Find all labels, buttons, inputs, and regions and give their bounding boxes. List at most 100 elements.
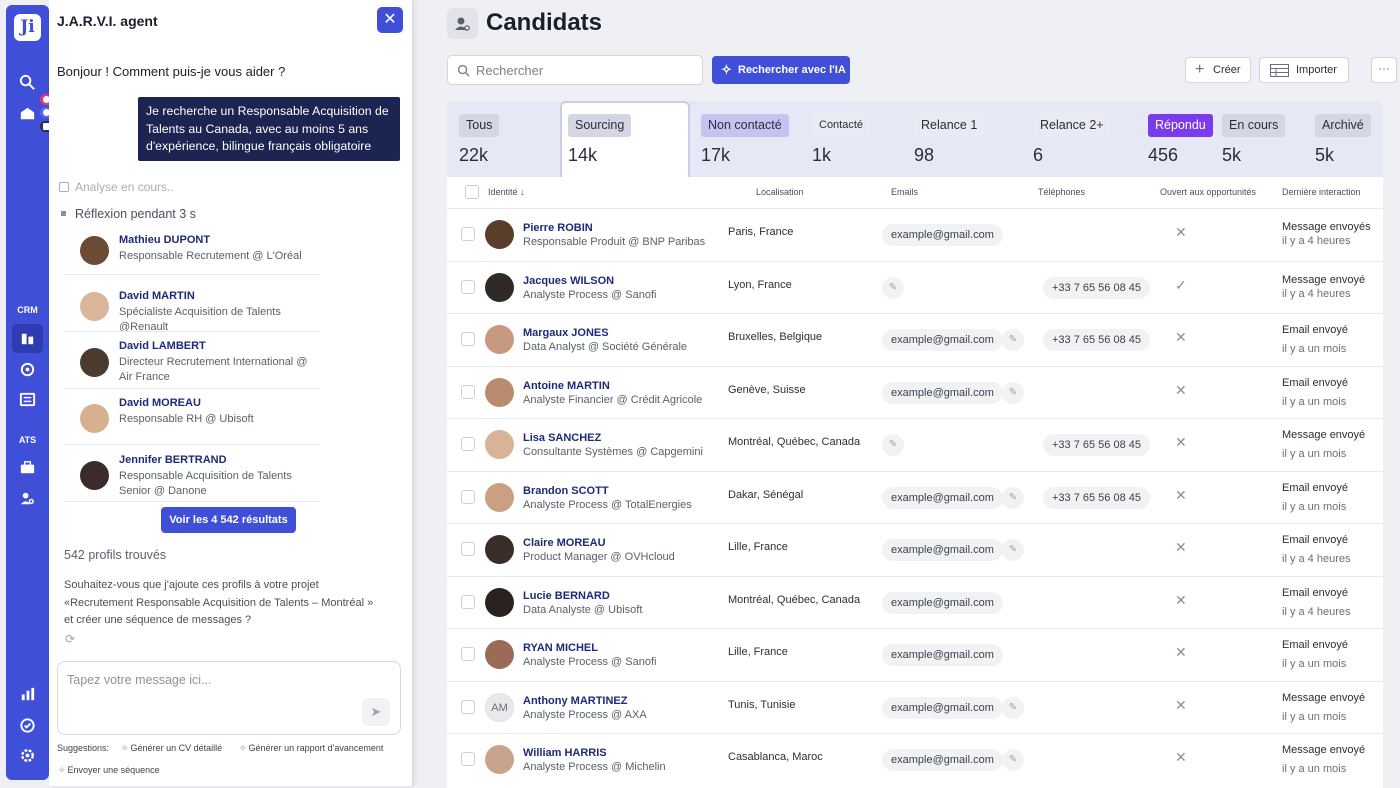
table-row[interactable]: Jacques WILSON Analyste Process @ Sanofi L… (447, 260, 1383, 313)
select-all-checkbox[interactable] (465, 185, 479, 199)
row-checkbox[interactable] (461, 699, 475, 714)
refresh-icon[interactable]: ⟳ (65, 632, 76, 646)
table-row[interactable]: Lucie BERNARD Data Analyste @ Ubisoft Mont… (447, 575, 1383, 628)
target-icon[interactable] (18, 360, 37, 379)
profile-name[interactable]: Mathieu DUPONT (119, 234, 211, 246)
email-chip[interactable]: example@gmail.com (882, 749, 1003, 771)
email-chip[interactable]: example@gmail.com (882, 329, 1003, 351)
phone-chip[interactable]: +33 7 65 56 08 45 (1043, 276, 1150, 299)
column-location[interactable]: Localisation (756, 187, 804, 197)
row-checkbox[interactable] (461, 279, 475, 294)
edit-icon[interactable]: ✎ (1002, 486, 1024, 509)
email-chip[interactable]: example@gmail.com (882, 644, 1003, 666)
import-button[interactable]: Importer (1259, 57, 1349, 83)
search-icon[interactable] (18, 73, 37, 92)
suggestion-chip[interactable]: ✧ Générer un CV détaillé (121, 743, 223, 753)
suggestion-chip[interactable]: ✧ Générer un rapport d'avancement (239, 743, 384, 753)
tab-relance-1[interactable]: Relance 1 98 (903, 101, 1021, 177)
phone-chip[interactable]: +33 7 65 56 08 45 (1043, 329, 1150, 351)
table-row[interactable]: RYAN MICHEL Analyste Process @ Sanofi Lill… (447, 628, 1383, 680)
column-phones[interactable]: Téléphones (1038, 187, 1086, 197)
profile-name[interactable]: David MOREAU (119, 397, 201, 409)
edit-icon[interactable]: ✎ (1002, 329, 1024, 351)
edit-icon[interactable]: ✎ (1002, 696, 1024, 719)
email-chip[interactable]: example@gmail.com (882, 591, 1003, 614)
tab-en-cours[interactable]: En cours 5k (1218, 101, 1311, 177)
candidate-name[interactable]: Pierre ROBIN (523, 222, 593, 234)
table-row[interactable]: Pierre ROBIN Responsable Produit @ BNP Pa… (447, 208, 1383, 260)
email-chip[interactable]: example@gmail.com (882, 486, 1003, 509)
table-row[interactable]: Brandon SCOTT Analyste Process @ TotalEne… (447, 470, 1383, 523)
row-checkbox[interactable] (461, 384, 475, 399)
row-checkbox[interactable] (461, 542, 475, 556)
table-row[interactable]: William HARRIS Analyste Process @ Micheli… (447, 733, 1383, 785)
profile-name[interactable]: David LAMBERT (119, 340, 206, 352)
table-row[interactable]: Margaux JONES Data Analyst @ Société Géné… (447, 313, 1383, 365)
sparkle-icon: ✧ (721, 62, 732, 77)
edit-icon[interactable]: ✎ (1002, 381, 1024, 404)
tab-repondu[interactable]: Répondu 456 (1136, 101, 1218, 177)
close-icon[interactable]: ✕ (377, 7, 403, 33)
email-chip[interactable]: example@gmail.com (882, 539, 1003, 561)
row-checkbox[interactable] (461, 752, 475, 766)
tab-archive[interactable]: Archivé 5k (1311, 101, 1383, 177)
profile-name[interactable]: Jennifer BERTRAND (119, 454, 227, 466)
edit-icon[interactable]: ✎ (1002, 749, 1024, 771)
email-chip[interactable]: example@gmail.com (882, 224, 1003, 246)
user-search-icon[interactable] (18, 489, 37, 508)
message-input[interactable]: Tapez votre message ici... ➤ (57, 661, 401, 735)
row-checkbox[interactable] (461, 594, 475, 609)
edit-icon[interactable]: ✎ (1002, 539, 1024, 561)
candidate-name[interactable]: Lisa SANCHEZ (523, 432, 602, 444)
column-last-interaction[interactable]: Dernière interaction (1282, 187, 1361, 197)
ai-search-button[interactable]: ✧ Rechercher avec l'IA (712, 56, 850, 84)
candidate-name[interactable]: Antoine MARTIN (523, 379, 610, 392)
table-row[interactable]: AM Anthony MARTINEZ Analyste Process @ AXA… (447, 680, 1383, 733)
create-button[interactable]: + Créer (1185, 57, 1251, 83)
column-emails[interactable]: Emails (891, 187, 919, 197)
row-checkbox[interactable] (461, 332, 475, 346)
candidate-name[interactable]: Jacques WILSON (523, 274, 615, 287)
search-input[interactable]: Rechercher (447, 55, 703, 85)
tab-contacte[interactable]: Contacté 1k (800, 101, 900, 177)
app-logo[interactable]: Ji (14, 14, 41, 41)
table-row[interactable]: Lisa SANCHEZ Consultante Systèmes @ Capge… (447, 418, 1383, 470)
tab-tous[interactable]: Tous 22k (447, 101, 559, 177)
candidates-icon[interactable] (18, 329, 37, 348)
row-checkbox[interactable] (461, 489, 475, 504)
candidate-name[interactable]: Claire MOREAU (523, 537, 606, 549)
column-open[interactable]: Ouvert aux opportunités (1160, 187, 1257, 197)
row-checkbox[interactable] (461, 227, 475, 241)
candidate-name[interactable]: Margaux JONES (523, 327, 609, 339)
analytics-icon[interactable] (18, 685, 37, 704)
edit-icon[interactable]: ✎ (882, 434, 904, 456)
briefcase-icon[interactable] (18, 458, 37, 477)
row-checkbox[interactable] (461, 647, 475, 661)
send-icon[interactable]: ➤ (362, 698, 390, 726)
contacts-card-icon[interactable] (18, 390, 37, 409)
candidate-name[interactable]: Anthony MARTINEZ (523, 694, 628, 707)
see-results-button[interactable]: Voir les 4 542 résultats (161, 507, 296, 533)
suggestion-chip[interactable]: ✧ Envoyer une séquence (58, 765, 160, 775)
candidate-name[interactable]: RYAN MICHEL (523, 642, 598, 654)
edit-icon[interactable]: ✎ (882, 276, 904, 299)
row-checkbox[interactable] (461, 437, 475, 451)
table-row[interactable]: Antoine MARTIN Analyste Financier @ Crédi… (447, 365, 1383, 418)
candidate-name[interactable]: Lucie BERNARD (523, 589, 610, 602)
candidate-name[interactable]: William HARRIS (523, 747, 607, 759)
phone-chip[interactable]: +33 7 65 56 08 45 (1043, 434, 1150, 456)
email-chip[interactable]: example@gmail.com (882, 381, 1003, 404)
more-options-button[interactable]: ··· (1371, 57, 1397, 83)
verified-icon[interactable] (18, 716, 37, 735)
tab-relance-2[interactable]: Relance 2+ 6 (1021, 101, 1135, 177)
inbox-icon[interactable] (18, 104, 37, 123)
table-row[interactable]: Claire MOREAU Product Manager @ OVHcloud L… (447, 523, 1383, 575)
tab-sourcing[interactable]: Sourcing 14k (560, 101, 690, 177)
profile-name[interactable]: David MARTIN (119, 290, 195, 302)
email-chip[interactable]: example@gmail.com (882, 696, 1003, 719)
phone-chip[interactable]: +33 7 65 56 08 45 (1043, 486, 1150, 509)
gear-icon[interactable] (18, 746, 37, 765)
tab-non-contacte[interactable]: Non contacté 17k (689, 101, 799, 177)
candidate-name[interactable]: Brandon SCOTT (523, 484, 609, 497)
column-identity[interactable]: Identité ↓ (488, 187, 525, 197)
